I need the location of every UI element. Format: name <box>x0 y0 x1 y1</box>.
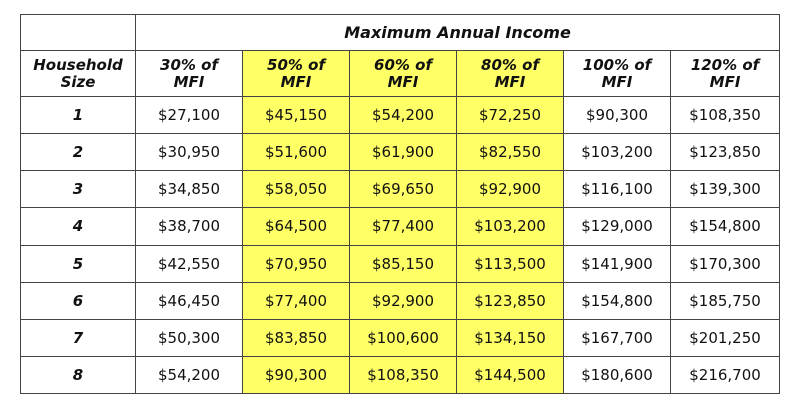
mfi-column-header: 30% of MFI <box>135 50 243 97</box>
income-value-cell: $82,550 <box>456 133 564 172</box>
mfi-column-header: 60% of MFI <box>349 50 457 97</box>
table-row: 8 $54,200 $90,300 $108,350 $144,500 $180,600 $… <box>20 355 781 395</box>
income-limits-table: Maximum Annual Income Household Size 30% o… <box>20 14 781 395</box>
header-line-2: MFI <box>601 72 633 91</box>
mfi-column-header: 80% of MFI <box>456 50 564 97</box>
income-value-cell: $90,300 <box>563 95 671 135</box>
income-value-cell: $77,400 <box>242 281 350 320</box>
income-value-cell: $92,900 <box>456 170 564 209</box>
income-value-cell: $64,500 <box>242 207 350 246</box>
income-value-cell: $30,950 <box>135 133 243 172</box>
header-line-2: MFI <box>173 72 205 91</box>
header-line-2: Size <box>60 72 96 91</box>
header-line-2: MFI <box>494 72 526 91</box>
income-value-cell: $216,700 <box>669 355 781 395</box>
mfi-column-header: 50% of MFI <box>242 50 350 97</box>
income-value-cell: $27,100 <box>135 95 243 135</box>
header-line-1: 100% of <box>582 55 652 74</box>
income-value-cell: $54,200 <box>349 95 457 135</box>
header-line-1: Household <box>33 55 123 74</box>
table-row: 1 $27,100 $45,150 $54,200 $72,250 $90,300 $108… <box>20 95 781 135</box>
household-size-cell: 2 <box>20 133 136 172</box>
income-value-cell: $85,150 <box>349 244 457 283</box>
income-value-cell: $51,600 <box>242 133 350 172</box>
corner-cell <box>20 14 136 51</box>
income-value-cell: $34,850 <box>135 170 243 209</box>
table-row: 4 $38,700 $64,500 $77,400 $103,200 $129,000 $1… <box>20 207 781 246</box>
income-value-cell: $116,100 <box>563 170 671 209</box>
income-value-cell: $154,800 <box>563 281 671 320</box>
table-body: 1 $27,100 $45,150 $54,200 $72,250 $90,300 $108… <box>20 95 781 395</box>
table-row: 6 $46,450 $77,400 $92,900 $123,850 $154,800 $1… <box>20 281 781 320</box>
income-value-cell: $185,750 <box>669 281 781 320</box>
income-value-cell: $201,250 <box>669 318 781 357</box>
header-line-1: 80% of <box>481 55 539 74</box>
income-value-cell: $90,300 <box>242 355 350 395</box>
income-value-cell: $134,150 <box>456 318 564 357</box>
income-value-cell: $46,450 <box>135 281 243 320</box>
income-value-cell: $61,900 <box>349 133 457 172</box>
income-value-cell: $154,800 <box>669 207 781 246</box>
table-row: 5 $42,550 $70,950 $85,150 $113,500 $141,900 $1… <box>20 244 781 283</box>
income-value-cell: $45,150 <box>242 95 350 135</box>
header-line-1: 50% of <box>267 55 325 74</box>
table-row: 2 $30,950 $51,600 $61,900 $82,550 $103,200 $12… <box>20 133 781 172</box>
income-value-cell: $103,200 <box>563 133 671 172</box>
mfi-column-header: 120% of MFI <box>669 50 781 97</box>
header-line-2: MFI <box>387 72 419 91</box>
household-size-header: Household Size <box>20 50 136 97</box>
household-size-cell: 1 <box>20 95 136 135</box>
table-row: 7 $50,300 $83,850 $100,600 $134,150 $167,700 $… <box>20 318 781 357</box>
income-value-cell: $77,400 <box>349 207 457 246</box>
household-size-cell: 5 <box>20 244 136 283</box>
household-size-cell: 4 <box>20 207 136 246</box>
header-line-1: 30% of <box>160 55 218 74</box>
income-value-cell: $129,000 <box>563 207 671 246</box>
income-value-cell: $72,250 <box>456 95 564 135</box>
income-value-cell: $123,850 <box>456 281 564 320</box>
income-value-cell: $58,050 <box>242 170 350 209</box>
header-line-2: MFI <box>709 72 741 91</box>
income-value-cell: $54,200 <box>135 355 243 395</box>
income-value-cell: $83,850 <box>242 318 350 357</box>
income-value-cell: $70,950 <box>242 244 350 283</box>
household-size-cell: 8 <box>20 355 136 395</box>
header-line-2: MFI <box>280 72 312 91</box>
household-size-cell: 7 <box>20 318 136 357</box>
column-header-row: Household Size 30% of MFI 50% of MFI 60% of MFI… <box>20 50 781 97</box>
income-value-cell: $42,550 <box>135 244 243 283</box>
income-value-cell: $113,500 <box>456 244 564 283</box>
income-value-cell: $92,900 <box>349 281 457 320</box>
income-value-cell: $100,600 <box>349 318 457 357</box>
income-value-cell: $50,300 <box>135 318 243 357</box>
income-value-cell: $108,350 <box>349 355 457 395</box>
income-value-cell: $141,900 <box>563 244 671 283</box>
household-size-cell: 6 <box>20 281 136 320</box>
income-value-cell: $108,350 <box>669 95 781 135</box>
income-value-cell: $123,850 <box>669 133 781 172</box>
mfi-column-header: 100% of MFI <box>563 50 671 97</box>
income-value-cell: $180,600 <box>563 355 671 395</box>
income-value-cell: $170,300 <box>669 244 781 283</box>
income-value-cell: $103,200 <box>456 207 564 246</box>
header-line-1: 60% of <box>374 55 432 74</box>
income-value-cell: $139,300 <box>669 170 781 209</box>
income-value-cell: $144,500 <box>456 355 564 395</box>
income-value-cell: $69,650 <box>349 170 457 209</box>
table-row: 3 $34,850 $58,050 $69,650 $92,900 $116,100 $13… <box>20 170 781 209</box>
income-value-cell: $38,700 <box>135 207 243 246</box>
household-size-cell: 3 <box>20 170 136 209</box>
header-line-1: 120% of <box>690 55 760 74</box>
maximum-annual-income-header: Maximum Annual Income <box>134 14 781 51</box>
income-value-cell: $167,700 <box>563 318 671 357</box>
super-header-row: Maximum Annual Income <box>20 14 781 51</box>
